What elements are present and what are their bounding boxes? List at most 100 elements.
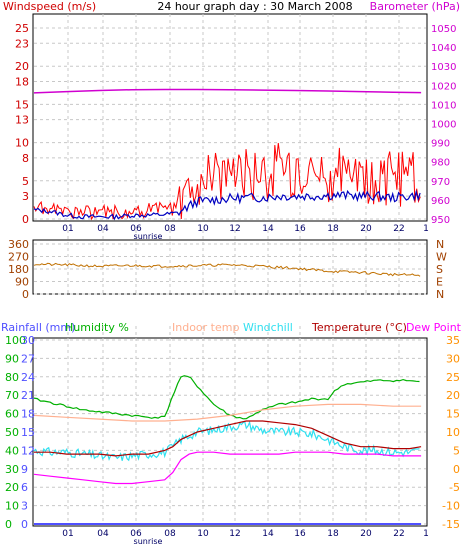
temperature-tick--10: -10 bbox=[442, 500, 460, 513]
wind-xtick-04: 04 bbox=[97, 224, 109, 234]
temperature-xtick-04: 04 bbox=[97, 529, 109, 539]
legend-rainfall: Rainfall (mm) bbox=[1, 321, 75, 334]
series-line-4 bbox=[33, 451, 422, 485]
humidity-tick-10: 10 bbox=[5, 500, 19, 513]
rainfall-tick-30: 30 bbox=[21, 334, 35, 347]
wind-xtick-14: 14 bbox=[262, 224, 274, 234]
temperature-tick-25: 25 bbox=[446, 371, 460, 384]
windspeed-tick-3: 3 bbox=[22, 190, 29, 203]
direction-tick-0: 0 bbox=[22, 288, 29, 301]
compass-label-4: N bbox=[436, 288, 444, 301]
windspeed-tick-23: 23 bbox=[15, 37, 29, 50]
humidity-tick-40: 40 bbox=[5, 444, 19, 457]
rainfall-tick-21: 21 bbox=[21, 389, 35, 402]
compass-label-1: W bbox=[436, 251, 447, 264]
barometer-series-line bbox=[33, 88, 422, 94]
direction-tick-360: 360 bbox=[8, 238, 29, 251]
panel-temperature-frame bbox=[32, 337, 428, 527]
windspeed-series-line bbox=[33, 143, 421, 221]
rainfall-tick-3: 3 bbox=[21, 500, 28, 513]
barometer-tick-980: 980 bbox=[431, 158, 450, 169]
temperature-xtick-10: 10 bbox=[197, 529, 209, 539]
rainfall-tick-24: 24 bbox=[21, 371, 35, 384]
rainfall-tick-6: 6 bbox=[21, 481, 28, 494]
temperature-xtick-16: 16 bbox=[294, 529, 306, 539]
windspeed-tick-18: 18 bbox=[15, 75, 29, 88]
temperature-tick-5: 5 bbox=[453, 444, 460, 457]
humidity-tick-90: 90 bbox=[5, 352, 19, 365]
wind-xtick-08: 08 bbox=[164, 224, 176, 234]
tick-labels-layer: 0358101315182023259509609709809901000101… bbox=[5, 22, 460, 546]
wind-xtick-12: 12 bbox=[229, 224, 240, 234]
humidity-tick-0: 0 bbox=[5, 518, 12, 531]
series-line-0 bbox=[33, 375, 420, 420]
windspeed-tick-15: 15 bbox=[15, 98, 29, 111]
temperature-tick-10: 10 bbox=[446, 426, 460, 439]
rainfall-tick-0: 0 bbox=[21, 518, 28, 531]
wind-average-series-line bbox=[33, 189, 421, 221]
wind-xtick-18: 18 bbox=[327, 224, 339, 234]
wind-direction-series-line bbox=[33, 262, 421, 277]
temperature-tick-20: 20 bbox=[446, 389, 460, 402]
temperature-tick--5: -5 bbox=[449, 481, 460, 494]
direction-tick-90: 90 bbox=[15, 276, 29, 289]
barometer-axis-title: Barometer (hPa) bbox=[370, 0, 460, 13]
rainfall-tick-15: 15 bbox=[21, 426, 35, 439]
windspeed-tick-20: 20 bbox=[15, 60, 29, 73]
temperature-xtick-18: 18 bbox=[327, 529, 339, 539]
barometer-tick-950: 950 bbox=[431, 215, 450, 226]
temperature-xtick-08: 08 bbox=[164, 529, 176, 539]
direction-tick-180: 180 bbox=[8, 263, 29, 276]
series-line-1 bbox=[33, 403, 422, 422]
rainfall-tick-27: 27 bbox=[21, 352, 35, 365]
temperature-xtick-12: 12 bbox=[229, 529, 240, 539]
windspeed-axis-title: Windspeed (m/s) bbox=[3, 0, 96, 13]
temperature-tick-15: 15 bbox=[446, 408, 460, 421]
legend-temperature: Temperature (°C) bbox=[311, 321, 407, 334]
barometer-tick-1050: 1050 bbox=[431, 24, 456, 35]
panel-direction-frame bbox=[32, 239, 428, 295]
windspeed-tick-5: 5 bbox=[22, 175, 29, 188]
barometer-tick-1000: 1000 bbox=[431, 120, 456, 131]
compass-label-0: N bbox=[436, 238, 444, 251]
rainfall-tick-18: 18 bbox=[21, 408, 35, 421]
wind-xtick-22: 22 bbox=[393, 224, 404, 234]
windspeed-tick-13: 13 bbox=[15, 114, 29, 127]
wind-xtick-16: 16 bbox=[294, 224, 306, 234]
temperature-xtick-20: 20 bbox=[360, 529, 372, 539]
temperature-xtick-06: 06 bbox=[130, 529, 142, 539]
barometer-tick-990: 990 bbox=[431, 139, 450, 150]
series-line-2 bbox=[33, 420, 420, 462]
wind-xtick-01: 01 bbox=[62, 224, 73, 234]
temperature-sunrise-label: sunrise bbox=[134, 537, 163, 546]
series-line-3 bbox=[34, 420, 422, 457]
humidity-tick-80: 80 bbox=[5, 371, 19, 384]
barometer-tick-1040: 1040 bbox=[431, 43, 456, 54]
wind-xtick-06: 06 bbox=[130, 224, 142, 234]
temperature-tick-35: 35 bbox=[446, 334, 460, 347]
wind-sunrise-label: sunrise bbox=[134, 232, 163, 241]
panel-wind-frame bbox=[32, 13, 428, 222]
compass-label-3: E bbox=[436, 276, 443, 289]
temperature-xtick-01: 01 bbox=[62, 529, 73, 539]
barometer-tick-1030: 1030 bbox=[431, 62, 456, 73]
wind-xtick-1: 1 bbox=[423, 224, 429, 234]
barometer-tick-970: 970 bbox=[431, 177, 450, 188]
series-layer bbox=[33, 88, 422, 525]
humidity-tick-70: 70 bbox=[5, 389, 19, 402]
windspeed-tick-25: 25 bbox=[15, 22, 29, 35]
direction-tick-270: 270 bbox=[8, 251, 29, 264]
humidity-tick-50: 50 bbox=[5, 426, 19, 439]
barometer-tick-960: 960 bbox=[431, 196, 450, 207]
legend-indoor-temp: Indoor temp bbox=[172, 321, 239, 334]
temperature-tick-0: 0 bbox=[453, 463, 460, 476]
temperature-xtick-1: 1 bbox=[423, 529, 429, 539]
barometer-tick-1010: 1010 bbox=[431, 100, 456, 111]
wind-xtick-20: 20 bbox=[360, 224, 372, 234]
humidity-tick-60: 60 bbox=[5, 408, 19, 421]
humidity-tick-100: 100 bbox=[5, 334, 26, 347]
windspeed-tick-10: 10 bbox=[15, 137, 29, 150]
rainfall-tick-12: 12 bbox=[21, 444, 35, 457]
humidity-tick-20: 20 bbox=[5, 481, 19, 494]
